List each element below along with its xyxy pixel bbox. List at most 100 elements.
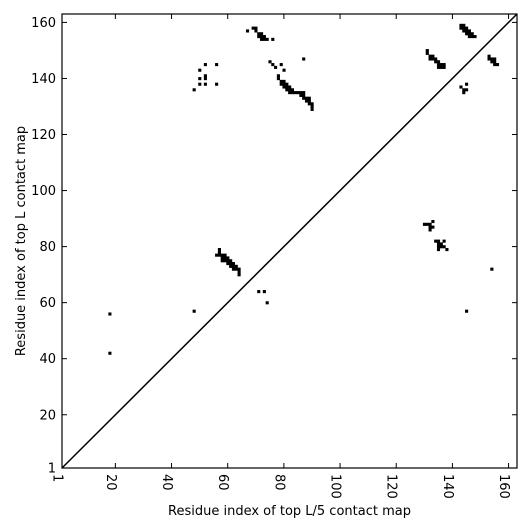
x-tick-label: 1: [50, 474, 65, 482]
contact-point: [229, 264, 233, 268]
contact-point: [462, 29, 466, 33]
y-axis-label: Residue index of top L contact map: [14, 126, 29, 356]
contact-point: [257, 32, 261, 36]
contact-point: [442, 65, 446, 69]
contact-point: [434, 60, 438, 64]
contact-point: [237, 270, 241, 274]
contact-point: [428, 222, 432, 226]
contact-point: [436, 239, 441, 243]
contact-point: [293, 91, 297, 95]
x-tick-label: 80: [271, 474, 286, 491]
contact-point: [428, 228, 432, 232]
contact-point: [459, 23, 463, 27]
contact-point: [285, 82, 289, 86]
contact-point: [490, 60, 494, 64]
contact-point: [262, 37, 266, 41]
contact-point: [260, 37, 264, 41]
contact-point: [436, 248, 441, 252]
y-tick-label: 40: [39, 352, 56, 367]
contact-point: [217, 250, 221, 254]
contact-point: [220, 256, 224, 260]
contact-point: [108, 351, 112, 355]
contact-point: [439, 65, 443, 69]
contact-point: [431, 57, 435, 61]
contact-points: [108, 23, 500, 355]
contact-point: [310, 105, 314, 109]
contact-point: [260, 32, 264, 36]
x-tick-label: 120: [384, 474, 399, 499]
contact-point: [304, 99, 309, 103]
x-tick-label: 40: [159, 474, 174, 491]
contact-point: [465, 32, 469, 36]
contact-point: [299, 93, 303, 97]
contact-point: [307, 102, 311, 106]
contact-point: [215, 253, 219, 257]
contact-point: [217, 248, 221, 252]
contact-point: [260, 35, 264, 39]
contact-point: [229, 262, 233, 266]
contact-point: [276, 77, 280, 81]
y-tick-label: 80: [39, 240, 56, 255]
contact-point: [215, 82, 219, 86]
contact-point: [431, 219, 435, 224]
contact-point: [422, 222, 427, 226]
contact-point: [231, 264, 236, 268]
contact-point: [434, 239, 438, 243]
contact-point: [285, 88, 289, 92]
y-tick-label: 140: [31, 72, 56, 87]
contact-point: [425, 222, 429, 226]
contact-point: [251, 26, 255, 30]
contact-point: [299, 91, 303, 95]
contact-point: [262, 35, 266, 39]
contact-point: [436, 63, 441, 67]
x-tick-label: 60: [215, 474, 230, 491]
contact-point: [428, 54, 432, 58]
contact-point: [493, 63, 497, 67]
contact-point: [203, 77, 207, 81]
contact-point: [220, 259, 224, 263]
plot-frame: [61, 13, 518, 469]
plot-area: [61, 13, 518, 469]
contact-point: [462, 88, 466, 92]
contact-point: [282, 68, 286, 72]
y-tick-label: 100: [31, 184, 56, 199]
contact-point: [198, 68, 202, 72]
contact-point: [302, 96, 306, 100]
contact-point: [257, 35, 261, 39]
contact-point: [473, 35, 477, 39]
contact-point: [279, 63, 283, 67]
contact-point: [465, 88, 469, 92]
contact-point: [220, 253, 224, 257]
contact-point: [307, 99, 311, 103]
contact-point: [223, 253, 227, 257]
contact-point: [439, 242, 443, 246]
contact-point: [445, 248, 449, 252]
contact-point: [226, 256, 230, 260]
contact-point: [495, 63, 500, 67]
contact-point: [282, 79, 286, 83]
contact-point: [487, 57, 491, 61]
contact-point: [459, 26, 463, 30]
contact-point: [265, 301, 269, 305]
contact-point: [282, 85, 286, 89]
y-tick-label: 120: [31, 128, 56, 143]
contact-point: [462, 23, 466, 27]
contact-point: [215, 63, 219, 67]
x-tick-label: 100: [328, 474, 343, 499]
contact-point: [490, 57, 494, 61]
contact-point: [310, 102, 314, 106]
contact-point: [108, 312, 112, 316]
contact-point: [285, 85, 289, 89]
y-tick-label: 20: [39, 408, 56, 423]
contact-point: [493, 60, 497, 64]
contact-point: [203, 63, 207, 67]
x-axis-label: Residue index of top L/5 contact map: [168, 504, 411, 519]
contact-point: [302, 57, 306, 61]
y-tick-label: 160: [31, 16, 56, 31]
contact-point: [290, 91, 295, 95]
contact-point: [462, 26, 466, 30]
contact-point: [304, 96, 309, 100]
contact-point: [436, 245, 441, 249]
contact-point: [439, 63, 443, 67]
contact-point: [268, 60, 272, 64]
